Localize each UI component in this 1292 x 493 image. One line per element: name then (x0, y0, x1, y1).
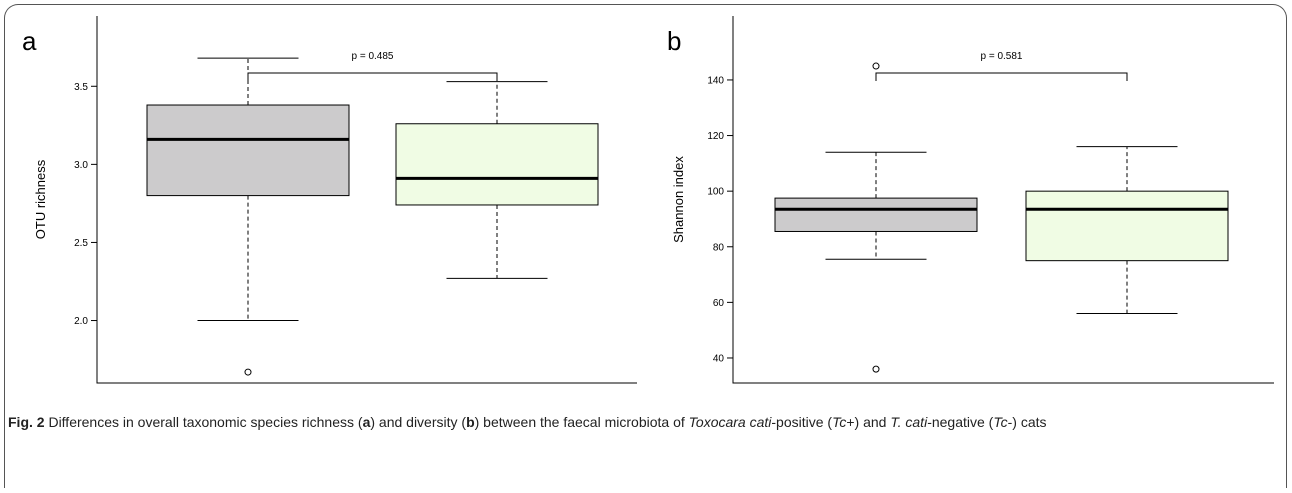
caption-part: T. cati (890, 414, 928, 430)
figure-caption: Fig. 2 Differences in overall taxonomic … (8, 410, 1280, 434)
caption-fig-label: Fig. 2 (8, 414, 45, 430)
caption-part: -positive ( (771, 414, 833, 430)
caption-part: +) and (846, 414, 891, 430)
caption-part: Tc (832, 414, 847, 430)
panel-letter: b (667, 26, 681, 56)
caption-part: Differences in overall taxonomic species… (44, 414, 363, 430)
axis-frame (96, 16, 637, 384)
caption-part: ) between the faecal microbiota of (474, 414, 689, 430)
y-tick-label: 2.5 (74, 238, 88, 249)
outlier-point (244, 368, 252, 376)
p-value-label: p = 0.581 (981, 51, 1023, 62)
outlier-point (872, 62, 880, 70)
caption-text: Differences in overall taxonomic species… (44, 414, 1047, 430)
box-tc-positive (1025, 146, 1229, 314)
y-axis-title: OTU richness (33, 159, 48, 239)
caption-part: Toxocara cati (688, 414, 772, 430)
box-tc-negative (774, 62, 978, 373)
caption-part: b (466, 414, 475, 430)
outlier-point (872, 365, 880, 373)
axis-frame (732, 16, 1274, 384)
iqr-box (774, 197, 978, 232)
caption-part: ) and diversity ( (370, 414, 467, 430)
significance-bracket (875, 72, 1128, 81)
figure-charts: a 2.0 2.5 3.0 3.5 OTU richness Tc - Tc + p = 0.4… (22, 16, 1274, 405)
chart-panel-b: b 40 60 80 100 120 140 Shannon index Tc - Tc + p =… (667, 16, 1274, 405)
y-tick-label: 60 (713, 298, 725, 309)
y-tick-label: 140 (707, 75, 724, 86)
box-tc-positive (395, 81, 599, 279)
x-category-label: Tc + (1107, 403, 1147, 405)
y-tick-label: 80 (713, 242, 725, 253)
y-tick-label: 40 (713, 353, 725, 364)
y-tick-label: 2.0 (74, 316, 88, 327)
x-category-label: Tc - (231, 403, 265, 405)
y-tick-label: 3.0 (74, 160, 88, 171)
iqr-box (395, 123, 599, 206)
caption-part: -negative ( (927, 414, 994, 430)
x-category-label: Tc - (859, 403, 893, 405)
y-tick-label: 3.5 (74, 82, 88, 93)
significance-bracket (247, 72, 498, 81)
iqr-box (146, 104, 350, 197)
y-tick-label: 120 (707, 131, 724, 142)
y-tick-label: 100 (707, 187, 724, 198)
box-tc-negative (146, 57, 350, 376)
chart-panel-a: a 2.0 2.5 3.0 3.5 OTU richness Tc - Tc + p = 0.4… (22, 16, 637, 405)
panel-letter: a (22, 26, 37, 56)
caption-part: a (362, 414, 371, 430)
figure-frame (4, 4, 1287, 488)
y-axis-title: Shannon index (671, 156, 686, 243)
caption-part: Tc (993, 414, 1008, 430)
iqr-box (1025, 190, 1229, 262)
p-value-label: p = 0.485 (352, 51, 394, 62)
caption-part: -) cats (1007, 414, 1047, 430)
x-category-label: Tc + (477, 403, 517, 405)
